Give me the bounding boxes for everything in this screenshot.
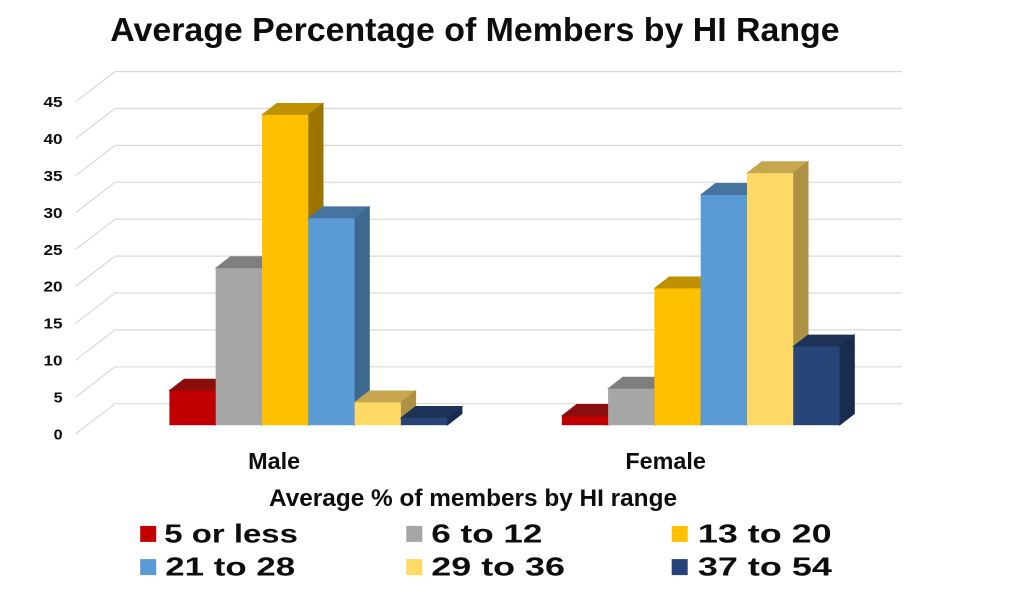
svg-text:Average % of members by HI ran: Average % of members by HI range: [269, 485, 677, 512]
svg-text:6 to 12: 6 to 12: [431, 518, 542, 548]
svg-text:Average Percentage of Members: Average Percentage of Members by HI Rang…: [110, 12, 839, 49]
svg-text:29 to 36: 29 to 36: [431, 552, 565, 582]
svg-text:0: 0: [54, 426, 63, 443]
svg-text:5: 5: [54, 389, 63, 406]
svg-text:40: 40: [44, 131, 63, 148]
svg-text:Female: Female: [625, 448, 706, 474]
svg-text:21 to 28: 21 to 28: [165, 552, 295, 582]
svg-text:25: 25: [44, 242, 63, 259]
svg-text:10: 10: [44, 353, 63, 370]
svg-text:20: 20: [44, 279, 63, 296]
svg-text:13 to 20: 13 to 20: [698, 518, 832, 548]
svg-text:45: 45: [44, 94, 63, 111]
svg-text:5 or less: 5 or less: [164, 518, 298, 548]
svg-text:35: 35: [44, 168, 63, 185]
svg-text:Male: Male: [248, 448, 300, 474]
svg-text:15: 15: [44, 316, 63, 333]
svg-text:37 to 54: 37 to 54: [698, 552, 833, 582]
svg-text:30: 30: [44, 205, 63, 222]
